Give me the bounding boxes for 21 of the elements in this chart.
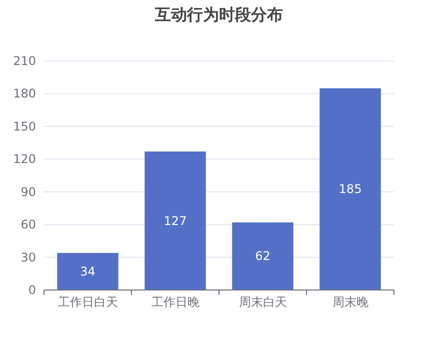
data-label: 127 — [164, 214, 187, 228]
bar — [232, 222, 294, 290]
y-tick-label: 150 — [13, 119, 36, 134]
y-tick-label: 30 — [20, 250, 36, 264]
data-label: 62 — [255, 249, 270, 264]
y-tick-label: 0 — [28, 283, 36, 297]
y-tick-label: 60 — [20, 218, 36, 232]
x-tick-label: 周末白天 — [238, 295, 287, 309]
chart-title: 互动行为时段分布 — [154, 5, 283, 24]
x-tick-label: 工作日晚 — [151, 295, 200, 309]
y-tick-label: 210 — [13, 54, 36, 68]
bar — [57, 252, 118, 290]
y-tick-label: 180 — [13, 86, 36, 101]
y-tick-label: 90 — [20, 184, 36, 199]
data-label: 185 — [338, 182, 362, 196]
data-label: 34 — [80, 264, 96, 278]
y-tick-label: 120 — [13, 152, 36, 166]
bar — [320, 88, 381, 290]
x-tick-label: 工作日白天 — [58, 295, 118, 309]
bar — [144, 152, 206, 290]
x-tick-label: 周末晚 — [332, 295, 368, 309]
